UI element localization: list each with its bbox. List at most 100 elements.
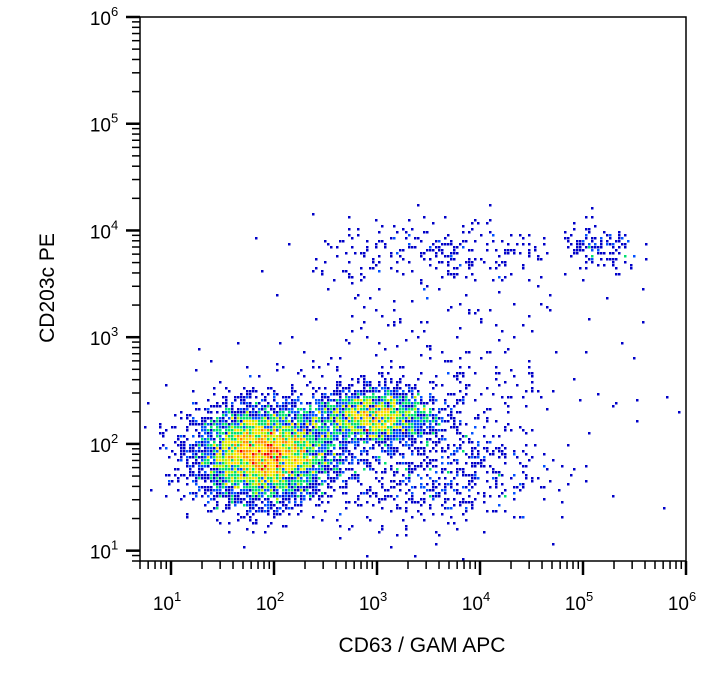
data-point xyxy=(177,477,180,480)
data-point xyxy=(408,489,411,492)
data-point xyxy=(264,429,267,432)
data-point xyxy=(438,438,441,441)
data-point xyxy=(297,462,300,465)
data-point xyxy=(423,252,426,255)
data-point xyxy=(495,249,498,252)
data-point xyxy=(315,402,318,405)
data-point xyxy=(504,252,507,255)
data-point xyxy=(417,408,420,411)
data-point xyxy=(255,438,258,441)
data-point xyxy=(336,519,339,522)
data-point xyxy=(309,405,312,408)
data-point xyxy=(369,387,372,390)
data-point xyxy=(282,447,285,450)
data-point xyxy=(168,474,171,477)
data-point xyxy=(312,444,315,447)
data-point xyxy=(315,414,318,417)
data-point xyxy=(441,447,444,450)
data-point xyxy=(267,447,270,450)
data-point xyxy=(369,435,372,438)
data-point xyxy=(609,252,612,255)
data-point xyxy=(450,516,453,519)
data-point xyxy=(222,417,225,420)
data-point xyxy=(321,453,324,456)
data-point xyxy=(207,495,210,498)
data-point xyxy=(345,405,348,408)
data-point xyxy=(252,447,255,450)
data-point xyxy=(300,453,303,456)
data-point xyxy=(225,396,228,399)
data-point xyxy=(393,429,396,432)
data-point xyxy=(273,468,276,471)
data-point xyxy=(507,243,510,246)
data-point xyxy=(429,495,432,498)
data-point xyxy=(420,354,423,357)
data-point xyxy=(276,501,279,504)
data-point xyxy=(357,417,360,420)
data-point xyxy=(231,495,234,498)
data-point xyxy=(405,339,408,342)
data-point xyxy=(390,396,393,399)
data-point xyxy=(282,429,285,432)
data-point xyxy=(468,489,471,492)
data-point xyxy=(618,231,621,234)
data-point xyxy=(354,456,357,459)
data-point xyxy=(399,453,402,456)
data-point xyxy=(351,384,354,387)
data-point xyxy=(561,501,564,504)
data-point xyxy=(204,471,207,474)
data-point xyxy=(270,471,273,474)
data-point xyxy=(522,324,525,327)
data-point xyxy=(234,441,237,444)
data-point xyxy=(528,243,531,246)
data-point xyxy=(279,480,282,483)
data-point xyxy=(564,231,567,234)
data-point xyxy=(267,402,270,405)
data-point xyxy=(243,387,246,390)
data-point xyxy=(348,435,351,438)
data-point xyxy=(309,411,312,414)
data-point xyxy=(348,426,351,429)
data-point xyxy=(363,384,366,387)
data-point xyxy=(624,234,627,237)
data-point xyxy=(327,243,330,246)
data-point xyxy=(468,474,471,477)
data-point xyxy=(474,456,477,459)
data-point xyxy=(243,456,246,459)
data-point xyxy=(360,399,363,402)
data-point xyxy=(423,258,426,261)
data-point xyxy=(267,525,270,528)
data-point xyxy=(288,489,291,492)
data-point xyxy=(411,501,414,504)
data-point xyxy=(522,450,525,453)
data-point xyxy=(300,498,303,501)
data-point xyxy=(462,450,465,453)
data-point xyxy=(324,261,327,264)
data-point xyxy=(399,435,402,438)
data-point xyxy=(306,492,309,495)
data-point xyxy=(270,405,273,408)
data-point xyxy=(309,498,312,501)
data-point xyxy=(495,471,498,474)
data-point xyxy=(312,426,315,429)
data-point xyxy=(396,507,399,510)
data-point xyxy=(420,441,423,444)
data-point xyxy=(252,414,255,417)
data-point xyxy=(423,519,426,522)
data-point xyxy=(336,384,339,387)
data-point xyxy=(453,450,456,453)
data-point xyxy=(645,243,648,246)
data-point xyxy=(285,408,288,411)
data-point xyxy=(315,258,318,261)
data-point xyxy=(222,465,225,468)
data-point xyxy=(486,450,489,453)
data-point xyxy=(486,480,489,483)
data-point xyxy=(402,393,405,396)
data-point xyxy=(240,417,243,420)
data-point xyxy=(225,402,228,405)
data-point xyxy=(477,462,480,465)
data-point xyxy=(216,468,219,471)
data-point xyxy=(615,273,618,276)
data-point xyxy=(390,444,393,447)
data-point xyxy=(363,387,366,390)
